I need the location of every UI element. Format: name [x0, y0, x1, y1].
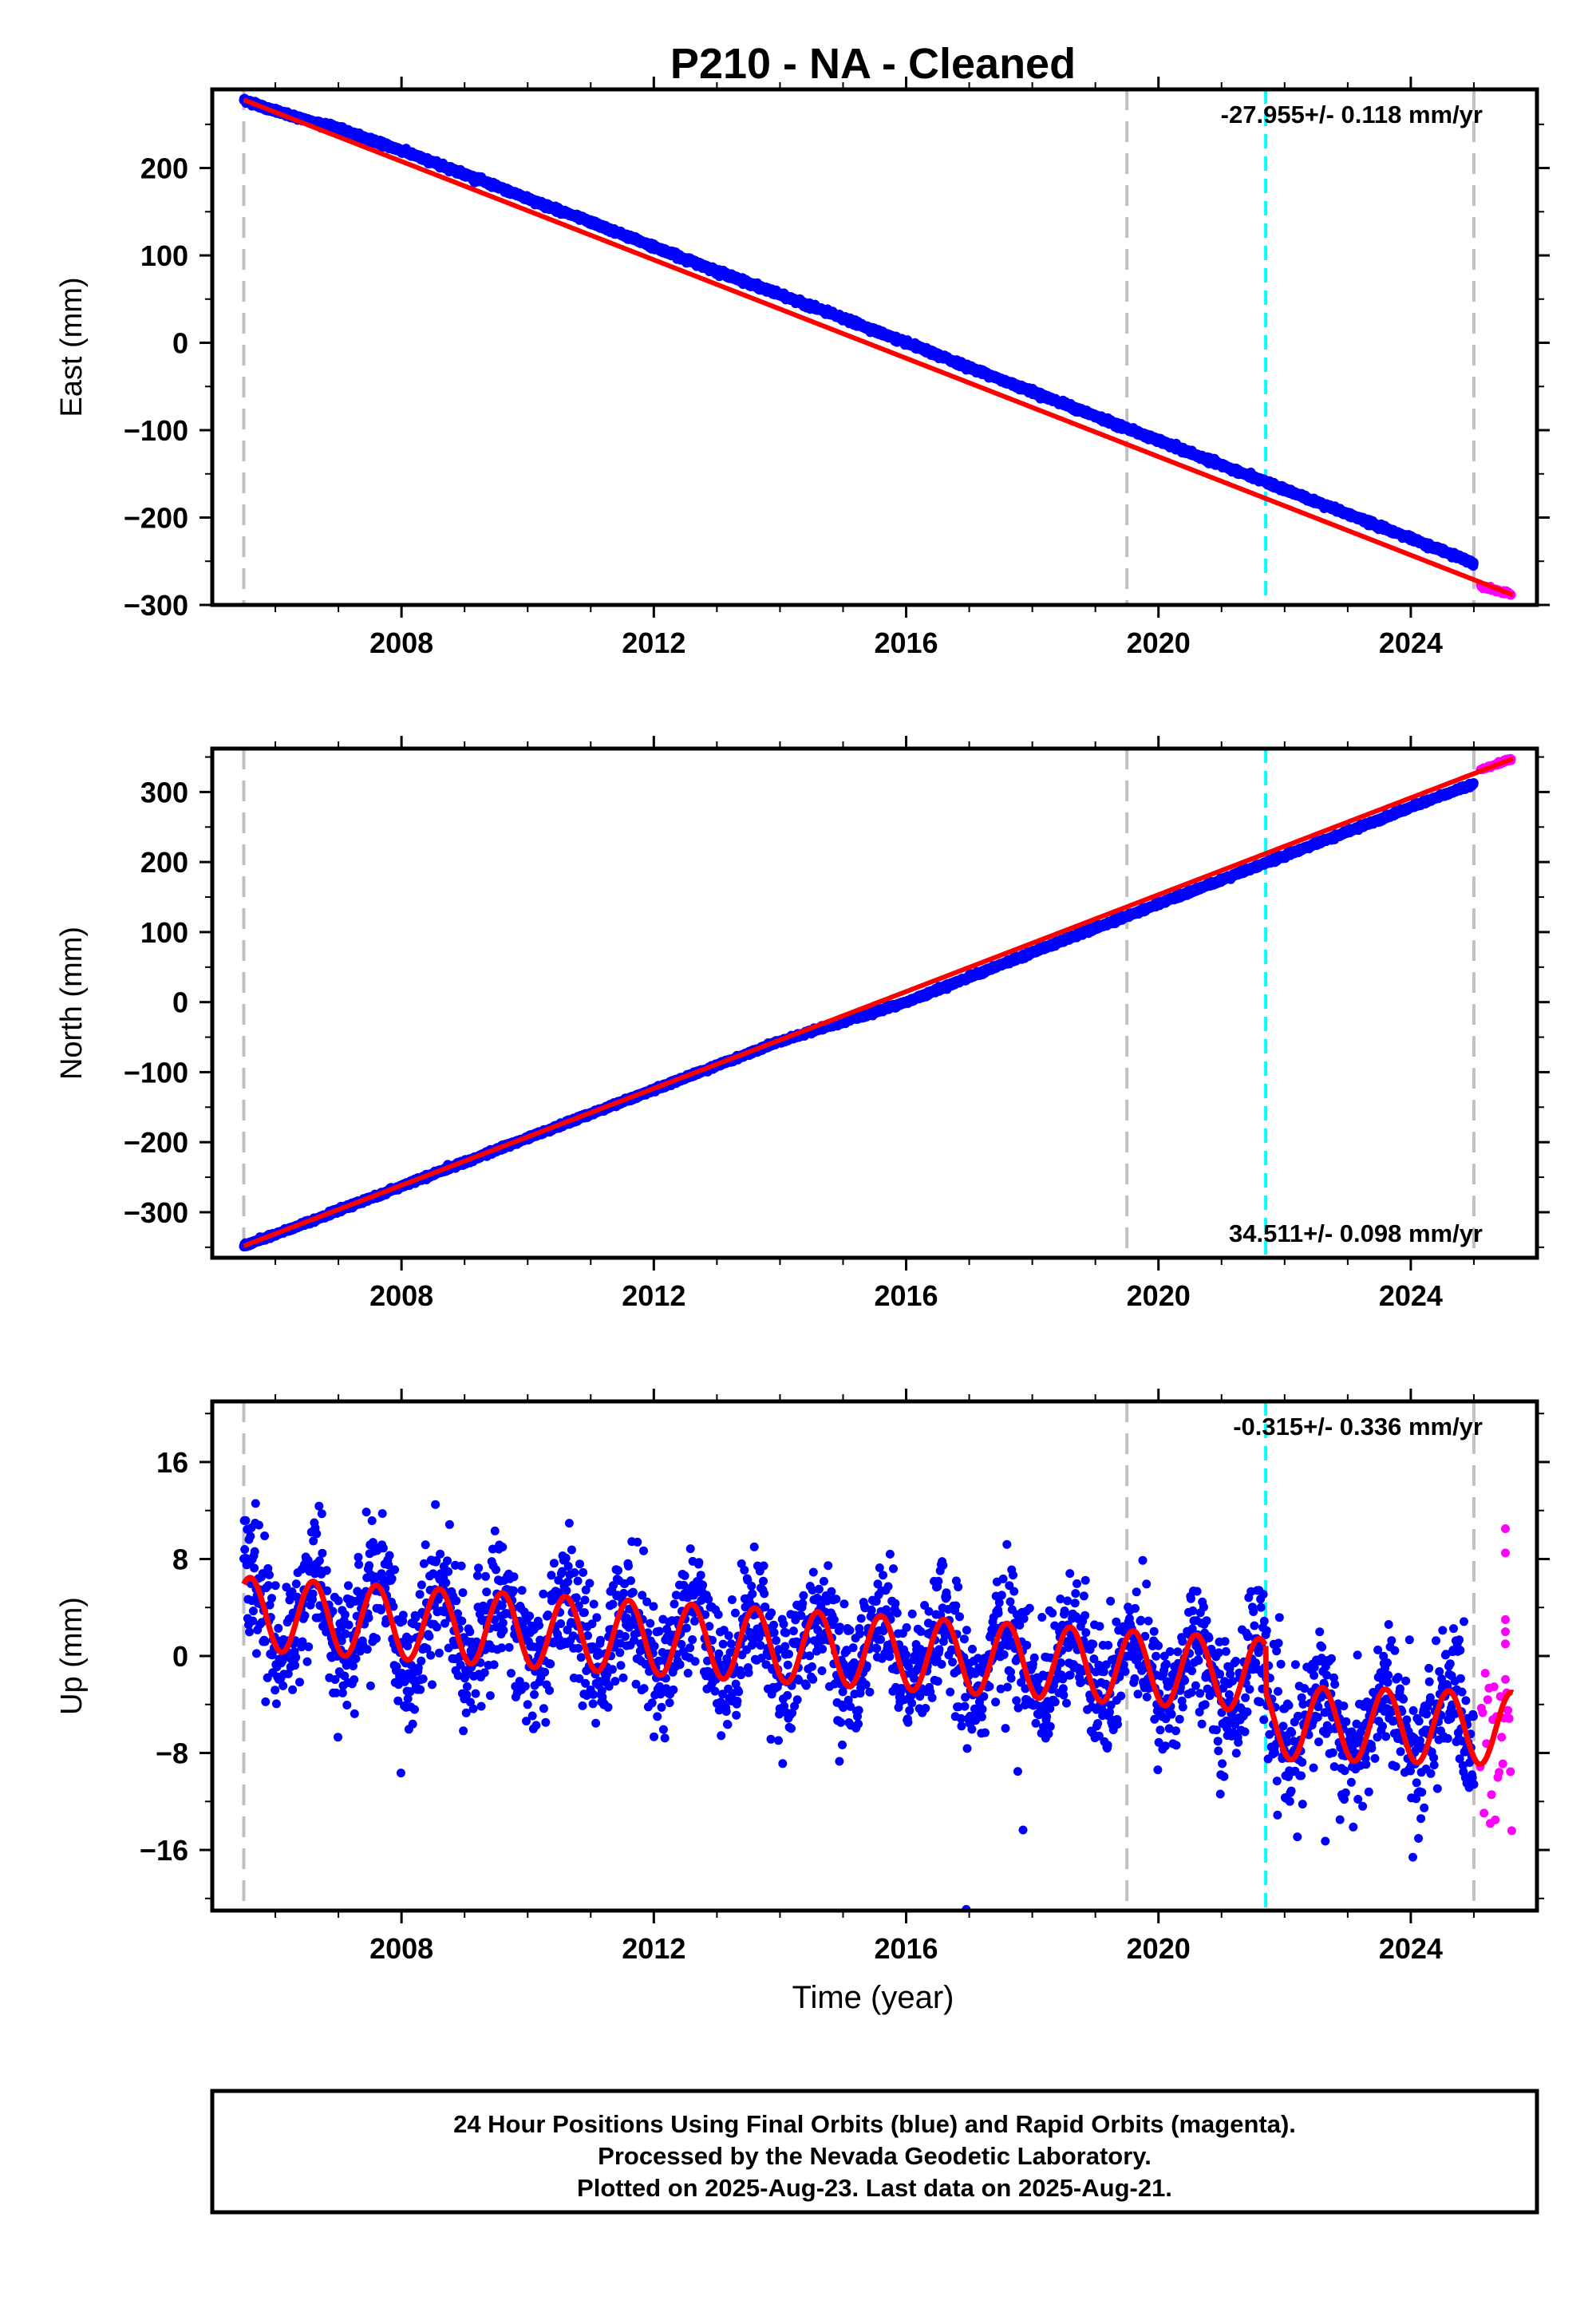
- plot-content: [239, 89, 1516, 605]
- chart-title: P210 - NA - Cleaned: [670, 40, 1076, 88]
